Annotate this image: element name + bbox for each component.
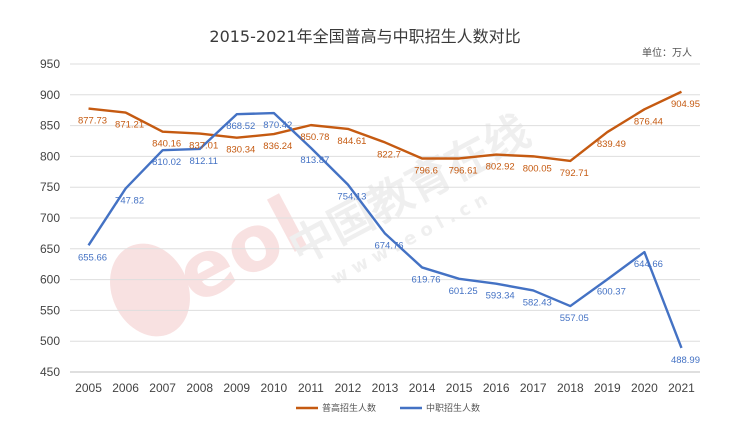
- gridlines: [70, 63, 700, 373]
- data-label: 850.78: [300, 132, 329, 143]
- x-tick-label: 2017: [520, 381, 547, 395]
- data-label: 796.61: [449, 165, 478, 176]
- data-label: 870.42: [263, 120, 292, 131]
- data-label: 836.24: [263, 141, 292, 152]
- data-label: 600.37: [597, 286, 626, 297]
- x-tick-label: 2005: [75, 381, 102, 395]
- data-label: 754.13: [337, 192, 366, 203]
- x-tick-label: 2020: [631, 381, 658, 395]
- x-tick-label: 2014: [409, 381, 436, 395]
- data-label: 840.16: [152, 139, 181, 150]
- y-tick-label: 600: [40, 273, 60, 287]
- y-axis: 450 500 550 600 650 700 750 800 850 900 950: [40, 57, 60, 379]
- data-label: 792.71: [560, 168, 589, 179]
- data-label: 868.52: [226, 121, 255, 132]
- x-tick-label: 2015: [446, 381, 473, 395]
- y-tick-label: 850: [40, 119, 60, 133]
- data-label: 582.43: [523, 297, 552, 308]
- data-label: 877.73: [78, 116, 107, 127]
- data-label: 619.76: [412, 274, 441, 285]
- legend-entry-0: 普高招生人数: [322, 402, 376, 414]
- data-label: 871.21: [115, 120, 144, 131]
- y-tick-label: 500: [40, 334, 60, 348]
- data-label: 800.05: [523, 163, 552, 174]
- series-lines: [87, 90, 683, 349]
- watermark-logo-mark: [110, 243, 190, 337]
- x-tick-label: 2019: [594, 381, 621, 395]
- x-axis: 2005 2006 2007 2008 2009 2010 2011 2012 2013 2014…: [75, 381, 695, 395]
- data-label: 796.6: [414, 165, 438, 176]
- x-tick-label: 2006: [112, 381, 139, 395]
- data-label: 810.02: [152, 157, 181, 168]
- data-label: 674.76: [374, 241, 403, 252]
- data-label: 747.82: [115, 196, 144, 207]
- y-tick-label: 900: [40, 88, 60, 102]
- data-label: 557.05: [560, 313, 589, 324]
- x-tick-label: 2007: [149, 381, 176, 395]
- data-label: 837.01: [189, 141, 218, 152]
- x-tick-label: 2018: [557, 381, 584, 395]
- x-tick-label: 2013: [372, 381, 399, 395]
- data-label: 830.34: [226, 145, 255, 156]
- x-tick-label: 2021: [668, 381, 695, 395]
- x-tick-label: 2016: [483, 381, 510, 395]
- unit-label: 单位：万人: [642, 46, 692, 59]
- x-tick-label: 2010: [260, 381, 287, 395]
- data-label: 822.7: [377, 149, 401, 160]
- x-tick-label: 2012: [335, 381, 362, 395]
- data-label: 839.49: [597, 139, 626, 150]
- data-label: 904.95: [671, 99, 700, 110]
- chart-title: 2015-2021年全国普高与中职招生人数对比: [209, 27, 520, 46]
- legend: 普高招生人数 中职招生人数: [296, 402, 480, 414]
- data-label: 802.92: [486, 162, 515, 173]
- y-tick-label: 450: [40, 365, 60, 379]
- y-tick-label: 800: [40, 149, 60, 163]
- data-labels: 877.73 871.21 840.16 837.01 830.34 836.24 850.…: [78, 99, 700, 366]
- y-tick-label: 650: [40, 242, 60, 256]
- x-tick-label: 2008: [186, 381, 213, 395]
- data-label: 644.66: [634, 259, 663, 270]
- data-label: 601.25: [449, 286, 478, 297]
- data-label: 593.34: [486, 291, 515, 302]
- data-label: 876.44: [634, 116, 663, 127]
- y-tick-label: 550: [40, 303, 60, 317]
- y-tick-label: 750: [40, 180, 60, 194]
- y-tick-label: 950: [40, 57, 60, 71]
- legend-entry-1: 中职招生人数: [426, 402, 480, 414]
- data-label: 655.66: [78, 252, 107, 263]
- x-tick-label: 2009: [223, 381, 250, 395]
- data-label: 488.99: [671, 355, 700, 366]
- data-label: 813.87: [300, 155, 329, 166]
- data-label: 844.61: [337, 136, 366, 147]
- y-tick-label: 700: [40, 211, 60, 225]
- x-tick-label: 2011: [298, 381, 324, 395]
- data-label: 812.11: [190, 156, 218, 167]
